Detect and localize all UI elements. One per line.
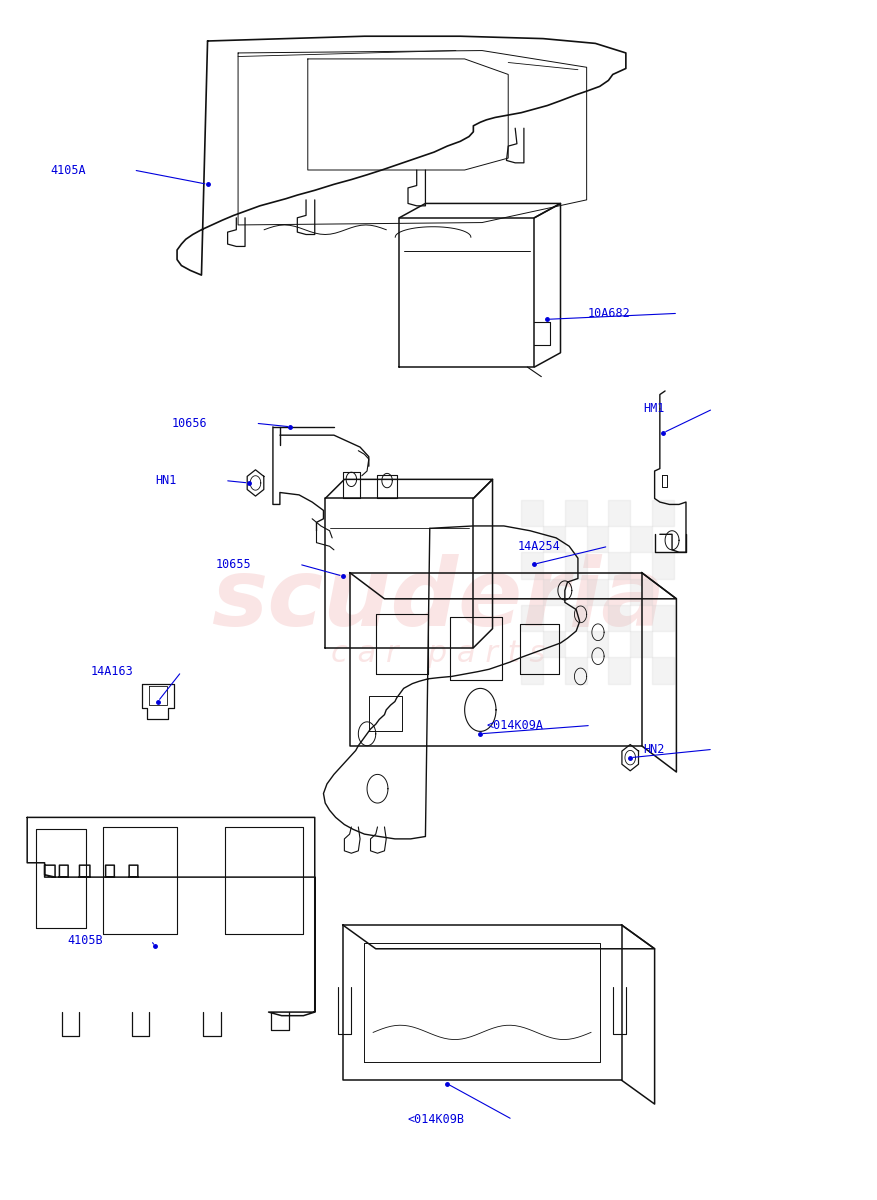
Bar	[652, 499, 674, 526]
Bar	[521, 658, 543, 684]
Bar	[565, 605, 587, 631]
Text: 4105B: 4105B	[68, 934, 103, 947]
Bar	[543, 631, 565, 658]
Text: <014K09A: <014K09A	[486, 719, 543, 732]
Text: c a r   p a r t s: c a r p a r t s	[332, 640, 545, 668]
Text: <014K09B: <014K09B	[408, 1114, 465, 1126]
Text: 10A682: 10A682	[588, 307, 631, 320]
Text: HM1: HM1	[644, 402, 665, 415]
Bar	[587, 526, 609, 552]
Bar	[543, 526, 565, 552]
Bar	[631, 578, 652, 605]
Bar	[631, 631, 652, 658]
Bar	[521, 552, 543, 578]
Bar	[521, 605, 543, 631]
Bar	[587, 578, 609, 605]
Bar	[652, 658, 674, 684]
Text: HN2: HN2	[644, 743, 665, 756]
Text: 14A254: 14A254	[517, 540, 560, 553]
Text: 10656: 10656	[172, 416, 208, 430]
Bar	[609, 552, 631, 578]
Bar	[609, 499, 631, 526]
Bar	[521, 499, 543, 526]
Bar	[609, 605, 631, 631]
Text: 14A163: 14A163	[90, 665, 133, 678]
Bar	[652, 552, 674, 578]
Bar	[587, 631, 609, 658]
Bar	[631, 526, 652, 552]
Bar	[565, 552, 587, 578]
Text: HN1: HN1	[156, 474, 177, 487]
Bar	[543, 578, 565, 605]
Text: scuderia: scuderia	[211, 554, 666, 646]
Bar	[652, 605, 674, 631]
Bar	[609, 658, 631, 684]
Text: 10655: 10655	[216, 558, 251, 571]
Bar	[565, 499, 587, 526]
Text: 4105A: 4105A	[50, 163, 86, 176]
Bar	[565, 658, 587, 684]
